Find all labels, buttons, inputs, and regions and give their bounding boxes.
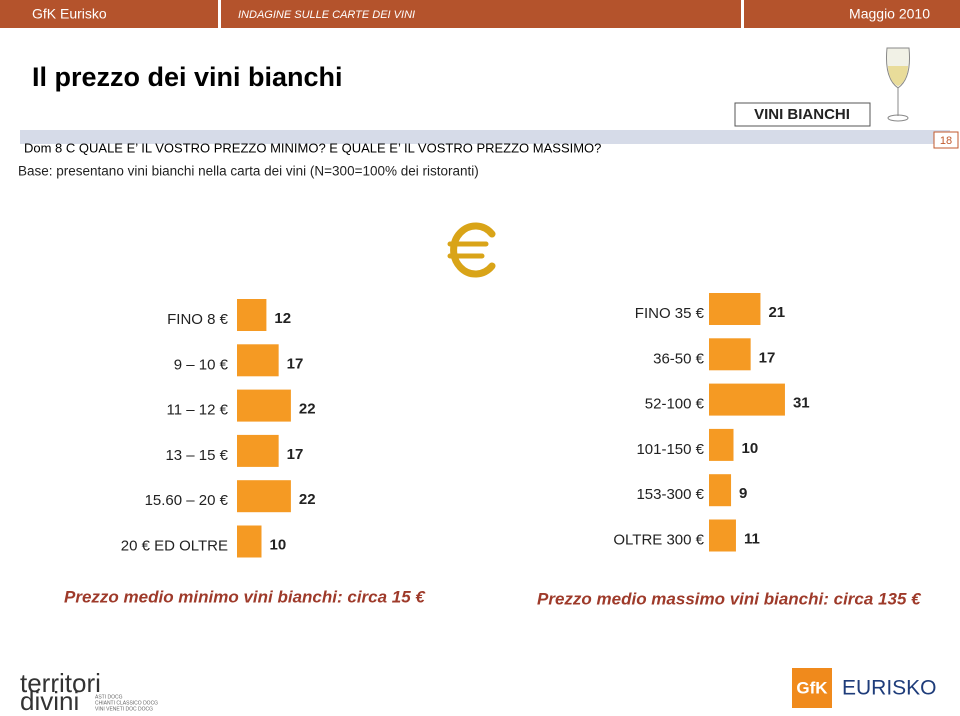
date: Maggio 2010 [849, 6, 930, 22]
bar [237, 434, 279, 467]
survey: INDAGINE SULLE CARTE DEI VINI [238, 9, 415, 21]
category-label: 11 – 12 € [167, 402, 229, 419]
logo-subtext: ASTI DOCG [95, 694, 123, 700]
value-label: 17 [759, 349, 776, 366]
category-label: 20 € ED OLTRE [121, 537, 228, 554]
value-label: 17 [287, 355, 304, 372]
category-label: 52-100 € [645, 396, 705, 413]
bar [709, 338, 751, 371]
logo-text: divini [20, 686, 79, 716]
bar [709, 474, 732, 507]
value-label: 12 [274, 310, 291, 327]
value-label: 9 [739, 485, 747, 502]
value-label: 22 [299, 491, 316, 508]
category-label: 101-150 € [636, 441, 704, 458]
page-number-box [933, 131, 959, 149]
gfk-logo: GfK [796, 678, 828, 697]
gfk-logo-box [792, 668, 832, 708]
tag: VINI BIANCHI [754, 106, 850, 123]
logo-text: territori [20, 668, 101, 698]
category-label: 15.60 – 20 € [145, 492, 229, 509]
header-band [221, 0, 741, 28]
value-label: 10 [270, 536, 287, 553]
header-band [744, 0, 960, 28]
page-number: 18 [940, 135, 952, 147]
question: Dom 8 C QUALE E’ IL VOSTRO PREZZO MINIMO… [24, 140, 601, 155]
bar [237, 525, 262, 558]
bar [709, 428, 734, 461]
brand: GfK Eurisko [32, 6, 107, 22]
value-label: 11 [744, 530, 760, 547]
wine-glass-icon [886, 47, 910, 122]
bar [237, 299, 267, 331]
base: Base: presentano vini bianchi nella cart… [18, 164, 479, 179]
category-label: 36-50 € [653, 350, 705, 367]
annotation: Prezzo medio minimo vini bianchi: circa … [64, 587, 426, 606]
bar [237, 480, 291, 513]
annotation: Prezzo medio massimo vini bianchi: circa… [537, 589, 922, 608]
eurisko-logo: EURISKO [842, 677, 937, 700]
category-label: 9 – 10 € [174, 356, 229, 373]
category-label: 13 – 15 € [165, 447, 228, 464]
value-label: 21 [768, 304, 785, 321]
bar [709, 519, 736, 552]
question-band [20, 130, 950, 144]
bar [709, 383, 785, 416]
value-label: 22 [299, 401, 316, 418]
category-label: OLTRE 300 € [613, 531, 704, 548]
bar [237, 389, 291, 422]
category-label: FINO 8 € [167, 311, 229, 328]
category-label: FINO 35 € [635, 305, 705, 322]
title: Il prezzo dei vini bianchi [32, 62, 343, 92]
logo-subtext: CHIANTI CLASSICO DOCG [95, 700, 158, 706]
category-label: 153-300 € [636, 486, 704, 503]
value-label: 31 [793, 395, 810, 412]
value-label: 17 [287, 446, 304, 463]
euro-icon [447, 222, 496, 278]
tag-box [734, 102, 871, 127]
header-band [0, 0, 218, 28]
territori-logo: territori divini ASTI DOCG CHIANTI CLASS… [20, 668, 158, 716]
logo-subtext: VINI VENETI DOC DOCG [95, 706, 153, 712]
bar [709, 293, 761, 325]
bar [237, 344, 279, 377]
value-label: 10 [742, 440, 759, 457]
